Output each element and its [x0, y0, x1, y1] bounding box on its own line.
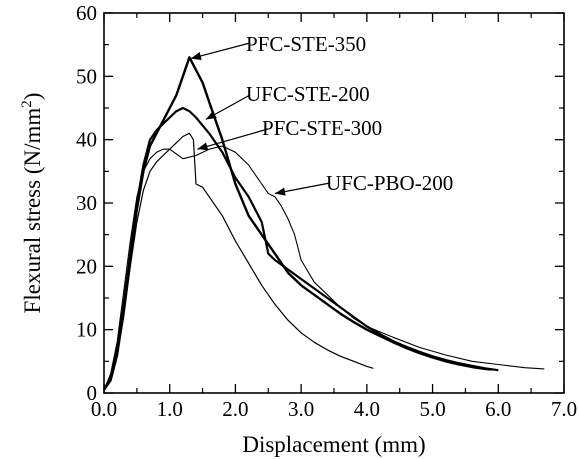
y-axis-title-end: )	[20, 93, 45, 101]
series-line-ufc-ste-200	[103, 106, 499, 391]
x-axis-title: Displacement (mm)	[242, 432, 425, 457]
annotation-label: UFC-STE-200	[246, 82, 370, 106]
axis-ticks	[103, 12, 565, 394]
x-tick-label: 4.0	[354, 397, 380, 421]
annotation-arrow-head	[190, 52, 202, 60]
y-tick-label: 60	[76, 1, 97, 25]
x-tick-label: 1.0	[157, 397, 183, 421]
x-tick-label: 7.0	[551, 397, 577, 421]
annotation-arrow-head	[205, 110, 217, 120]
x-tick-label: 5.0	[419, 397, 445, 421]
tick-labels: 0.0 1.0 2.0 3.0 4.0 5.0 6.0 7.0 0 10 20 30 40 50 60	[76, 1, 577, 421]
y-axis-title-main: Flexural stress (N/mm	[20, 108, 45, 314]
annotation-arrow-head	[197, 142, 209, 151]
x-tick-label: 6.0	[485, 397, 511, 421]
y-axis-title-sup: 2	[19, 100, 35, 108]
y-tick-label: 40	[76, 128, 97, 152]
x-tick-label: 3.0	[288, 397, 314, 421]
annotations: PFC-STE-350 UFC-STE-200 PFC-STE-300 UFC-PBO…	[190, 32, 453, 196]
series-line-ufc-pbo-200	[103, 145, 545, 391]
y-tick-label: 10	[76, 318, 97, 342]
series-lines	[103, 56, 545, 391]
plot-frame	[103, 12, 565, 394]
annotation-arrow-head	[274, 187, 286, 196]
y-tick-label: 50	[76, 64, 97, 88]
y-tick-label: 0	[87, 381, 98, 405]
annotation-label: PFC-STE-350	[246, 32, 366, 56]
y-tick-label: 20	[76, 254, 97, 278]
annotation-label: PFC-STE-300	[262, 116, 382, 140]
series-line-pfc-ste-300	[103, 132, 374, 391]
annotation-arrow-line	[197, 128, 269, 150]
x-tick-label: 2.0	[222, 397, 248, 421]
y-axis-title: Flexural stress (N/mm2)	[19, 93, 45, 314]
annotation-label: UFC-PBO-200	[326, 171, 453, 195]
x-tick-label: 0.0	[91, 397, 117, 421]
y-tick-label: 30	[76, 191, 97, 215]
series-line-pfc-ste-350	[103, 56, 492, 391]
